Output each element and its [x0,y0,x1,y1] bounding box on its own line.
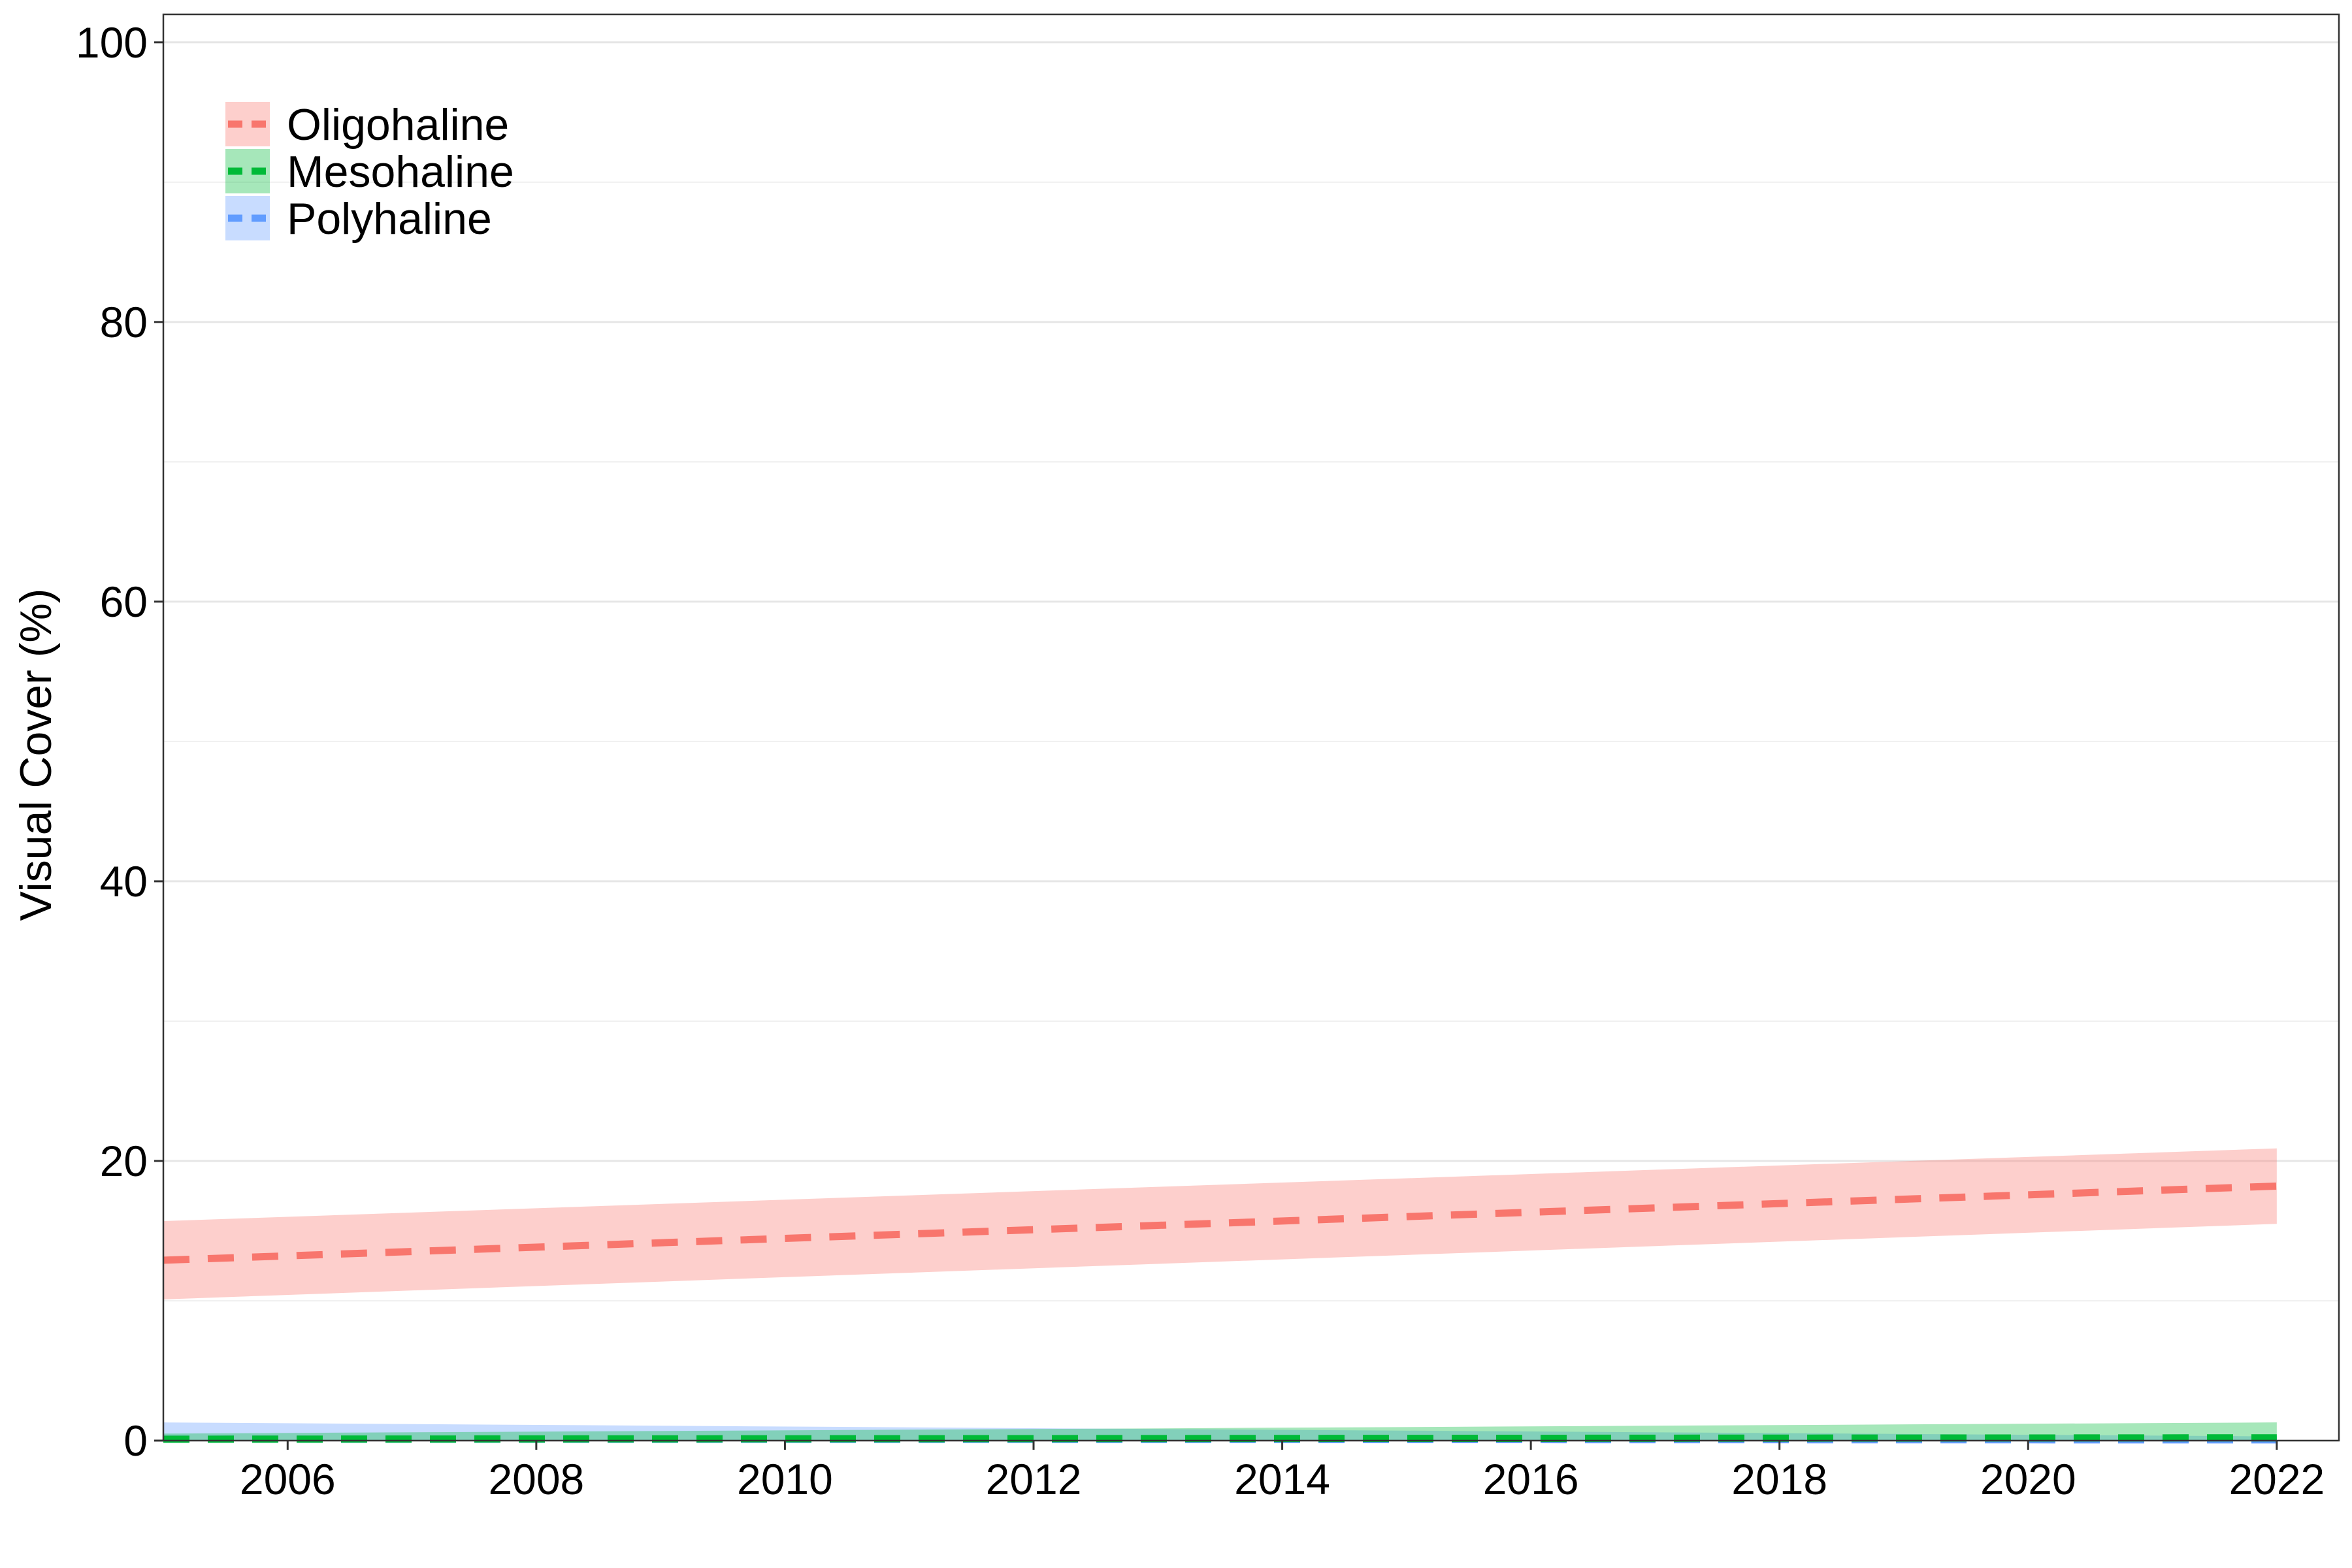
y-tick-label: 40 [100,857,148,906]
grid [163,41,2339,1442]
x-tick-label: 2010 [737,1455,833,1503]
x-tick-label: 2016 [1483,1455,1579,1503]
confidence-ribbons [163,1148,2277,1441]
x-tick-label: 2008 [488,1455,584,1503]
legend-label-mesohaline: Mesohaline [287,147,514,197]
y-tick-label: 0 [123,1416,148,1465]
x-tick-label: 2018 [1731,1455,1827,1503]
y-tick-label: 60 [100,578,148,626]
legend-label-oligohaline: Oligohaline [287,100,509,150]
ribbon-oligohaline [163,1148,2277,1299]
ribbon-polyhaline [163,1422,2277,1441]
x-tick-label: 2012 [986,1455,1082,1503]
x-tick-label: 2020 [1980,1455,2076,1503]
y-tick-label: 80 [100,298,148,346]
ribbon-mesohaline [163,1422,2277,1441]
x-axis: 2006 2008 2010 2012 2014 2016 2018 2020 2022 [240,1441,2325,1503]
y-tick-label: 100 [76,18,148,67]
y-axis-title: Visual Cover (%) [11,589,61,921]
x-tick-label: 2014 [1234,1455,1330,1503]
y-axis: 0 20 40 60 80 100 [76,18,163,1465]
x-tick-label: 2006 [240,1455,336,1503]
panel-border [162,13,2340,1442]
y-tick-label: 20 [100,1137,148,1185]
x-tick-label: 2022 [2229,1455,2325,1503]
legend-label-polyhaline: Polyhaline [287,194,492,244]
